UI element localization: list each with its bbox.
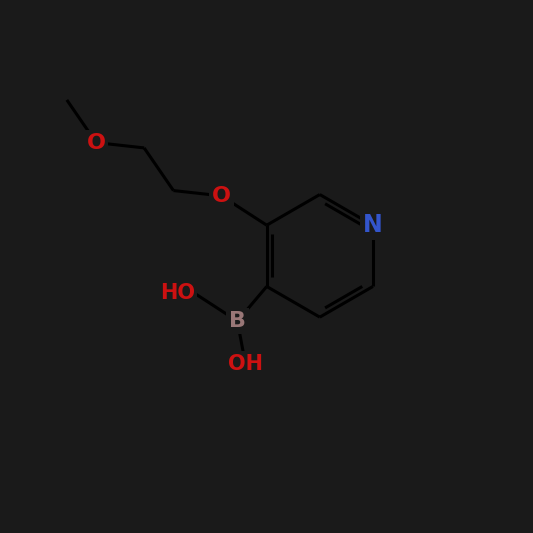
Text: OH: OH [228,354,263,374]
Text: B: B [229,311,246,331]
Text: O: O [212,186,231,206]
Text: O: O [87,133,106,152]
Text: HO: HO [160,284,195,303]
Text: N: N [363,213,383,237]
